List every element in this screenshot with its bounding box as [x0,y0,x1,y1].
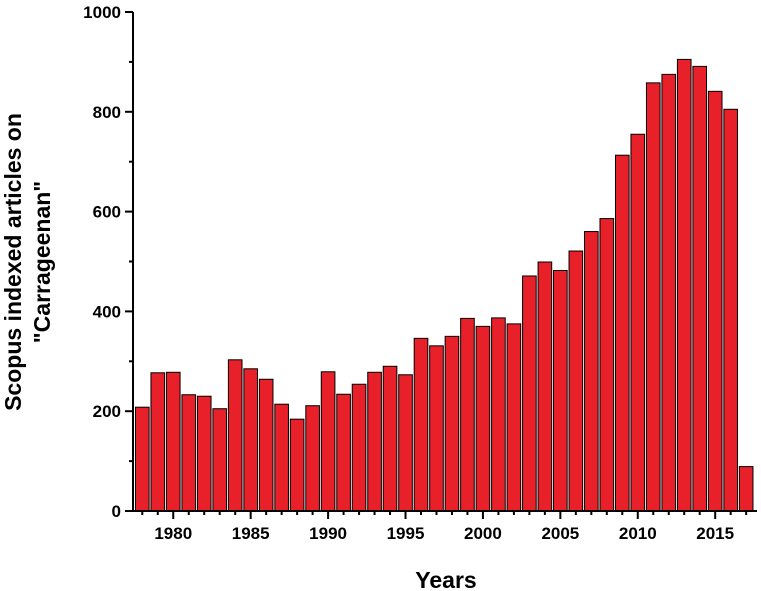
bar-2015 [707,90,723,512]
bar-2000 [475,325,491,512]
x-tick-label-2015: 2015 [696,524,734,543]
bar-2013 [676,58,692,512]
bar-1988 [289,418,305,512]
bar-2002 [506,323,522,512]
bar-2012 [661,73,677,512]
bar-1980 [165,371,181,512]
bar-1987 [274,403,289,512]
y-tick-label-1000: 1000 [83,3,121,22]
y-axis-title-line-2: "Carrageenan" [29,181,55,343]
x-tick-label-2005: 2005 [541,524,579,543]
x-tick-label-1995: 1995 [387,524,425,543]
x-tick-label-2010: 2010 [619,524,657,543]
axes-group: 0 200 400 600 800 1000 1980 1985 1990 1995 2000 200… [83,3,757,543]
bar-1994 [382,365,398,512]
bar-2003 [522,275,537,512]
bar-1985 [243,368,258,512]
bar-1986 [258,378,274,512]
bar-1995 [398,374,413,512]
x-tick-label-2000: 2000 [464,524,502,543]
bar-2008 [599,218,615,512]
y-tick-label-800: 800 [93,103,121,122]
bar-2017 [738,466,754,512]
y-tick-label-0: 0 [112,502,121,521]
bar-1982 [196,395,212,512]
bar-2010 [630,133,646,512]
bar-2011 [645,82,661,512]
bar-1978 [134,406,150,512]
bar-2006 [568,250,584,512]
bar-1998 [444,335,460,512]
bar-2014 [692,65,708,512]
bar-2009 [614,154,630,512]
y-tick-label-600: 600 [93,203,121,222]
bar-1984 [227,359,243,512]
bar-2016 [723,108,738,512]
bar-1996 [413,337,429,512]
bar-1992 [351,383,367,512]
bar-1990 [320,371,336,512]
bar-1997 [429,345,444,512]
bar-1999 [460,317,475,512]
x-axis-title: Years [415,567,476,591]
x-tick-label-1980: 1980 [154,524,192,543]
bar-2005 [553,269,568,512]
bar-1991 [336,393,351,512]
bar-2007 [584,231,599,512]
bar-1981 [181,394,197,512]
bar-1979 [150,372,166,512]
bars-group [134,58,754,512]
labels-group: Years Scopus indexed articles on "Carrag… [0,113,477,591]
y-tick-label-200: 200 [93,402,121,421]
y-tick-label-400: 400 [93,302,121,321]
bar-1983 [212,408,228,512]
x-tick-label-1985: 1985 [232,524,270,543]
bar-2001 [491,317,506,512]
bar-1993 [367,371,382,512]
x-tick-label-1990: 1990 [309,524,347,543]
y-axis-title-line-1: Scopus indexed articles on [0,113,26,411]
bar-2004 [537,261,553,512]
bar-1989 [305,405,320,512]
